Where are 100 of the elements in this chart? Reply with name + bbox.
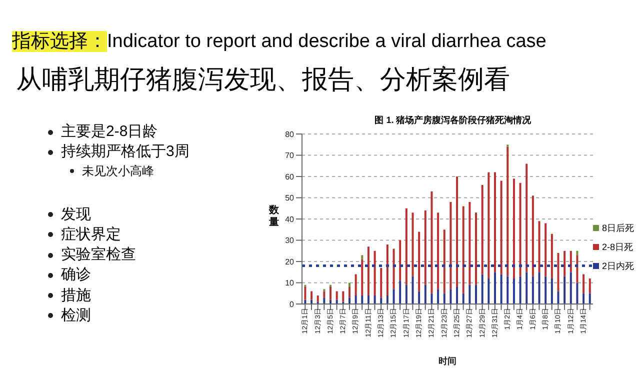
y-tick-label: 60 (285, 172, 295, 182)
bar (323, 291, 326, 298)
bar (532, 196, 534, 276)
legend-label: 2-8日死 (602, 240, 633, 254)
bar (500, 180, 502, 274)
bar (506, 146, 509, 276)
bar (354, 296, 357, 304)
text: 发现 (60, 204, 92, 225)
bar (412, 276, 414, 304)
bar (437, 212, 440, 290)
bar (526, 272, 528, 304)
bar (430, 191, 433, 294)
bar (405, 208, 408, 285)
x-axis-title: 时间 (438, 356, 456, 366)
bar (450, 289, 452, 304)
bar (443, 230, 446, 294)
bar (494, 272, 496, 304)
y-tick-label: 70 (285, 151, 295, 160)
text: 持续期严格低于3周 (60, 142, 190, 162)
bar (348, 298, 350, 304)
bar (386, 244, 388, 296)
bar (418, 291, 420, 304)
bar (532, 276, 534, 304)
bar (468, 202, 471, 285)
bar (544, 223, 547, 276)
bar (488, 172, 490, 278)
text: 措施 (60, 286, 92, 306)
y-tick-label: 20 (285, 257, 295, 266)
y-tick-label: 50 (285, 194, 295, 203)
bar (570, 250, 572, 272)
bar (557, 253, 560, 292)
bar (538, 272, 540, 304)
bar (519, 182, 522, 276)
bar (588, 293, 591, 304)
caption: 图 1. 猪场产房腹泻各阶段仔猪死淘情况 (374, 114, 532, 127)
bar (582, 274, 585, 294)
bar (468, 284, 471, 304)
bar (475, 212, 478, 285)
text: 实验室检查 (60, 245, 137, 266)
chart-subtitle: 从哺乳期仔猪腹泻发现、报告、分析案例看 (16, 63, 510, 96)
bar (550, 234, 553, 278)
bar (361, 296, 364, 304)
bar (494, 172, 496, 272)
bar (557, 291, 560, 304)
bar (361, 255, 364, 260)
legend-label: 2日内死 (602, 260, 634, 272)
bar (418, 232, 420, 292)
bar (564, 276, 566, 304)
bar (380, 298, 382, 304)
y-tick-label: 0 (290, 300, 295, 309)
bar (380, 268, 382, 298)
legend-label: 8日后死 (602, 222, 634, 234)
text: 确诊 (60, 265, 92, 286)
y-axis-title: 数量 (268, 204, 280, 228)
bar (462, 293, 464, 304)
bar (374, 250, 376, 296)
bar (488, 278, 490, 304)
bar (342, 291, 344, 302)
bar (336, 291, 338, 300)
bar (330, 287, 332, 300)
bar (304, 287, 306, 300)
bar (550, 278, 553, 304)
bar (538, 221, 540, 272)
bar (392, 248, 395, 290)
bar (348, 287, 350, 298)
y-tick-label: 80 (285, 130, 295, 139)
bar (481, 185, 484, 274)
y-tick-label: 40 (285, 214, 295, 224)
bar (576, 282, 578, 304)
bar (512, 178, 515, 278)
text: 主要是2-8日龄 (60, 122, 159, 142)
bar (437, 289, 440, 304)
bar (367, 246, 370, 296)
bar (392, 289, 395, 304)
bar (475, 284, 478, 304)
bar (582, 293, 585, 304)
bar (424, 284, 426, 304)
chart-title: 指标选择：Indicator to report and describe a viral diarrhea case (12, 30, 546, 54)
bar (576, 250, 578, 256)
bar (310, 291, 313, 300)
bar (564, 250, 566, 276)
bar (399, 240, 402, 281)
y-tick-label: 30 (285, 236, 295, 246)
bar (386, 296, 388, 304)
bar (456, 287, 458, 304)
bar (519, 276, 522, 304)
bar (348, 282, 350, 287)
bar (405, 284, 408, 304)
bar (430, 293, 433, 304)
bar (316, 296, 319, 302)
bar (506, 276, 509, 304)
bar (462, 206, 464, 294)
bar (424, 210, 426, 285)
bar (374, 296, 376, 304)
bar (443, 293, 446, 304)
bar (354, 274, 357, 296)
bar (367, 296, 370, 304)
bar (526, 164, 528, 272)
text: 检测 (60, 306, 92, 326)
text: 症状界定 (60, 224, 122, 245)
